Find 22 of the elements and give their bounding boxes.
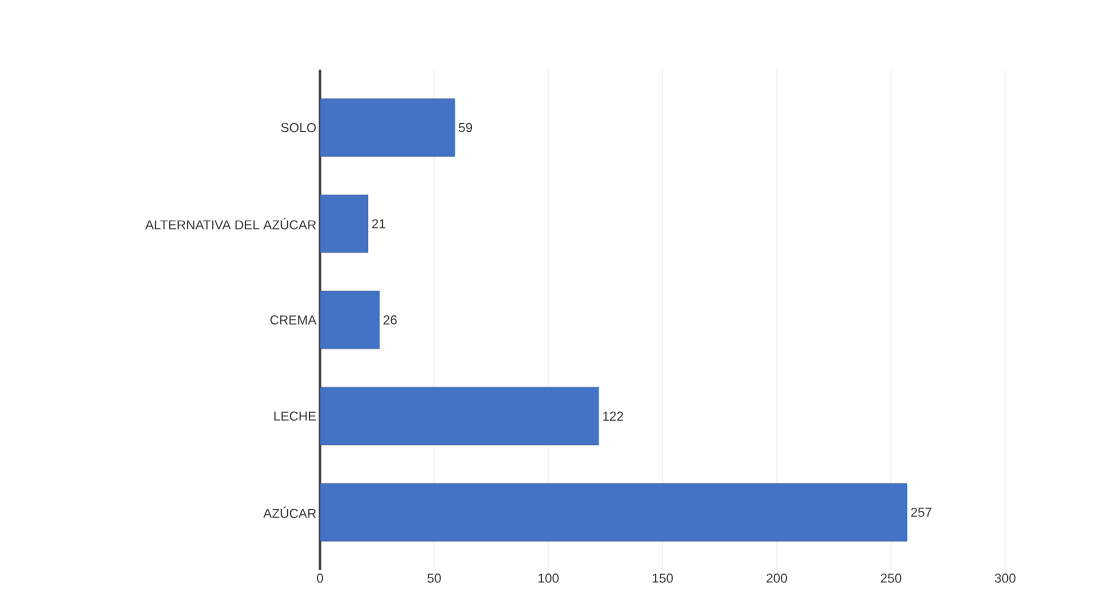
bar — [319, 194, 369, 253]
x-tick-label: 150 — [652, 573, 673, 583]
y-tick-label: LECHE — [274, 411, 316, 421]
y-tick-label: ALTERNATIVA DEL AZÚCAR — [145, 218, 316, 230]
bar — [319, 98, 455, 157]
data-label: 122 — [603, 411, 624, 421]
x-tick-label: 50 — [427, 573, 441, 583]
data-label: 26 — [383, 315, 397, 325]
data-label: 21 — [372, 219, 386, 229]
x-tick-label: 0 — [316, 573, 324, 583]
bar — [319, 290, 380, 349]
x-tick-label: 250 — [880, 573, 902, 583]
bar — [319, 483, 908, 542]
bar — [319, 387, 599, 446]
x-tick-label: 100 — [538, 573, 559, 583]
y-tick-label: CREMA — [270, 315, 317, 325]
data-label: 257 — [911, 507, 932, 517]
x-tick-label: 300 — [994, 573, 1016, 583]
x-tick-label: 200 — [766, 573, 788, 583]
y-tick-label: SOLO — [281, 122, 316, 133]
data-label: 59 — [458, 122, 473, 133]
y-tick-label: AZÚCAR — [263, 506, 316, 518]
